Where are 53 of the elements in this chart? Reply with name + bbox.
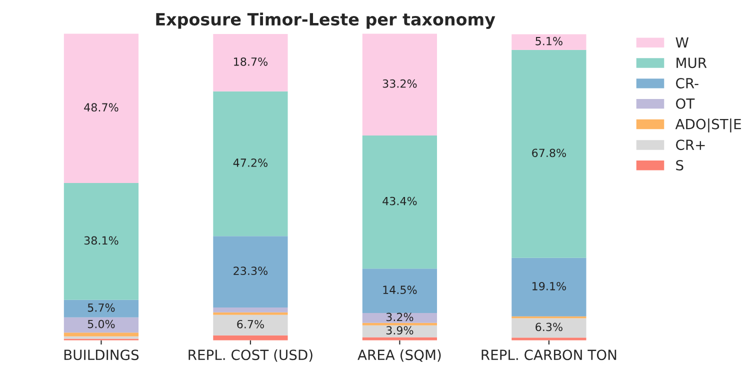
data-label: 19.1% [532, 282, 566, 290]
bar [213, 312, 288, 315]
data-label: 3.2% [386, 312, 414, 322]
data-label: 18.7% [234, 57, 268, 66]
x-tick-label: REPL. COST (USD) [188, 349, 312, 362]
data-label: 67.8% [532, 148, 566, 158]
bar [64, 34, 139, 184]
data-label: 47.2% [233, 158, 268, 167]
legend-label: OT [676, 98, 695, 109]
legend-label: CR- [676, 78, 698, 88]
data-label: 3.9% [386, 326, 414, 335]
data-label: 5.7% [88, 303, 115, 312]
bar [362, 135, 438, 269]
data-label: 5.1% [536, 36, 562, 46]
x-tick-label: AREA (SQM) [358, 349, 441, 362]
legend-label: ADO|ST|E [675, 118, 741, 132]
bar [362, 313, 438, 323]
bar [213, 335, 288, 340]
bar [64, 336, 139, 339]
bar [362, 325, 438, 338]
data-label: 6.3% [536, 322, 562, 332]
bar [512, 338, 586, 340]
bar [213, 236, 288, 308]
bar [362, 268, 438, 314]
data-label: 43.4% [382, 196, 417, 206]
bar [213, 34, 288, 92]
data-label: 38.1% [84, 236, 118, 245]
data-label: 6.7% [237, 320, 264, 328]
x-tick-label: REPL. CARBON TON [482, 350, 616, 360]
legend-label: W [676, 37, 689, 48]
bar [213, 314, 288, 336]
data-label: 14.5% [383, 286, 417, 294]
legend-label: CR+ [676, 140, 705, 150]
bar [64, 332, 139, 336]
bar [213, 91, 288, 236]
x-tick-label: BUILDINGS [64, 350, 139, 360]
bar [64, 183, 139, 300]
bar [512, 34, 586, 50]
bar [512, 318, 586, 338]
bar [64, 300, 139, 318]
chart-title: Exposure Timor-Leste per taxonomy [156, 12, 496, 29]
data-label: 33.2% [382, 79, 417, 88]
legend-label: S [676, 160, 684, 170]
bar [512, 258, 586, 316]
data-label: 5.0% [88, 320, 115, 328]
bar [64, 317, 139, 333]
legend-label: MUR [676, 58, 707, 68]
data-label: 48.7% [84, 103, 118, 112]
bar [213, 308, 288, 312]
bar [362, 34, 438, 136]
bar [362, 322, 438, 326]
bar [512, 50, 586, 258]
data-label: 23.3% [234, 266, 268, 276]
